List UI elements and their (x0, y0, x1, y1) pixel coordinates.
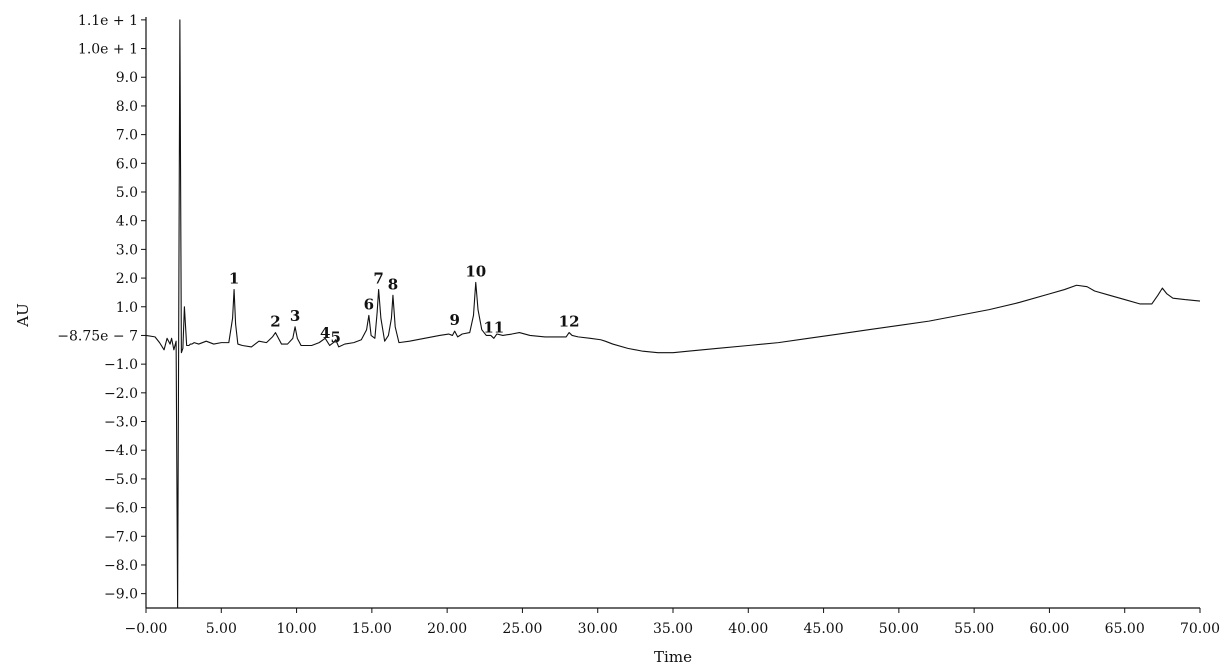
y-tick-label: −7.0 (104, 529, 138, 545)
chromatogram-trace (145, 19, 1201, 609)
peak-label-1: 1 (229, 270, 239, 288)
y-tick-label: −8.0 (104, 558, 138, 574)
peak-label-10: 10 (465, 262, 486, 280)
x-tick-label: 65.00 (1105, 621, 1145, 637)
y-axis-title: AU (14, 303, 32, 327)
y-tick-label: 1.0 (116, 300, 138, 316)
y-tick-label: −5.0 (104, 472, 138, 488)
x-tick-label: 35.00 (653, 621, 693, 637)
y-tick-label: 9.0 (116, 70, 138, 86)
peak-label-2: 2 (270, 313, 280, 331)
peak-label-5: 5 (331, 328, 341, 346)
y-tick-label: −3.0 (104, 415, 138, 431)
y-tick-label: 2.0 (116, 271, 138, 287)
x-tick-label: 40.00 (728, 621, 768, 637)
y-tick-label: −1.0 (104, 357, 138, 373)
peak-label-4: 4 (320, 324, 330, 342)
x-tick-label: 30.00 (578, 621, 618, 637)
peak-label-6: 6 (364, 295, 374, 313)
y-tick-label: −8.75e − 7 (57, 328, 138, 344)
x-tick-label: 50.00 (879, 621, 919, 637)
x-tick-label: −0.00 (125, 621, 168, 637)
y-tick-label: 6.0 (116, 156, 138, 172)
x-tick-label: 45.00 (804, 621, 844, 637)
y-tick-label: 1.0e + 1 (78, 42, 138, 58)
x-tick-label: 25.00 (502, 621, 542, 637)
y-tick-label: 4.0 (116, 214, 138, 230)
x-axis-title: Time (654, 648, 692, 666)
peak-label-11: 11 (483, 318, 504, 336)
y-tick-label: 8.0 (116, 99, 138, 115)
peak-label-3: 3 (290, 307, 300, 325)
x-tick-label: 55.00 (954, 621, 994, 637)
y-axis-ticks: 1.1e + 1 1.0e + 1 9.0 8.0 7.0 6.0 5.0 4.0 3.0 2.0… (57, 13, 146, 603)
peak-label-12: 12 (559, 313, 580, 331)
x-tick-label: 60.00 (1029, 621, 1069, 637)
y-tick-label: −6.0 (104, 501, 138, 517)
peak-label-7: 7 (373, 270, 383, 288)
y-tick-label: −2.0 (104, 386, 138, 402)
x-tick-label: 15.00 (352, 621, 392, 637)
x-tick-label: 70.00 (1180, 621, 1220, 637)
y-tick-label: 7.0 (116, 128, 138, 144)
x-tick-label: 20.00 (427, 621, 467, 637)
y-tick-label: 3.0 (116, 242, 138, 258)
x-tick-label: 5.00 (206, 621, 237, 637)
x-axis-ticks: −0.00 5.00 10.00 15.00 20.00 25.00 30.00 35.00 4… (125, 608, 1220, 637)
y-tick-label: −9.0 (104, 587, 138, 603)
y-tick-label: 1.1e + 1 (78, 13, 138, 29)
peak-label-9: 9 (449, 311, 459, 329)
y-tick-label: 5.0 (116, 185, 138, 201)
x-tick-label: 10.00 (277, 621, 317, 637)
y-tick-label: −4.0 (104, 443, 138, 459)
peak-label-8: 8 (388, 275, 398, 293)
